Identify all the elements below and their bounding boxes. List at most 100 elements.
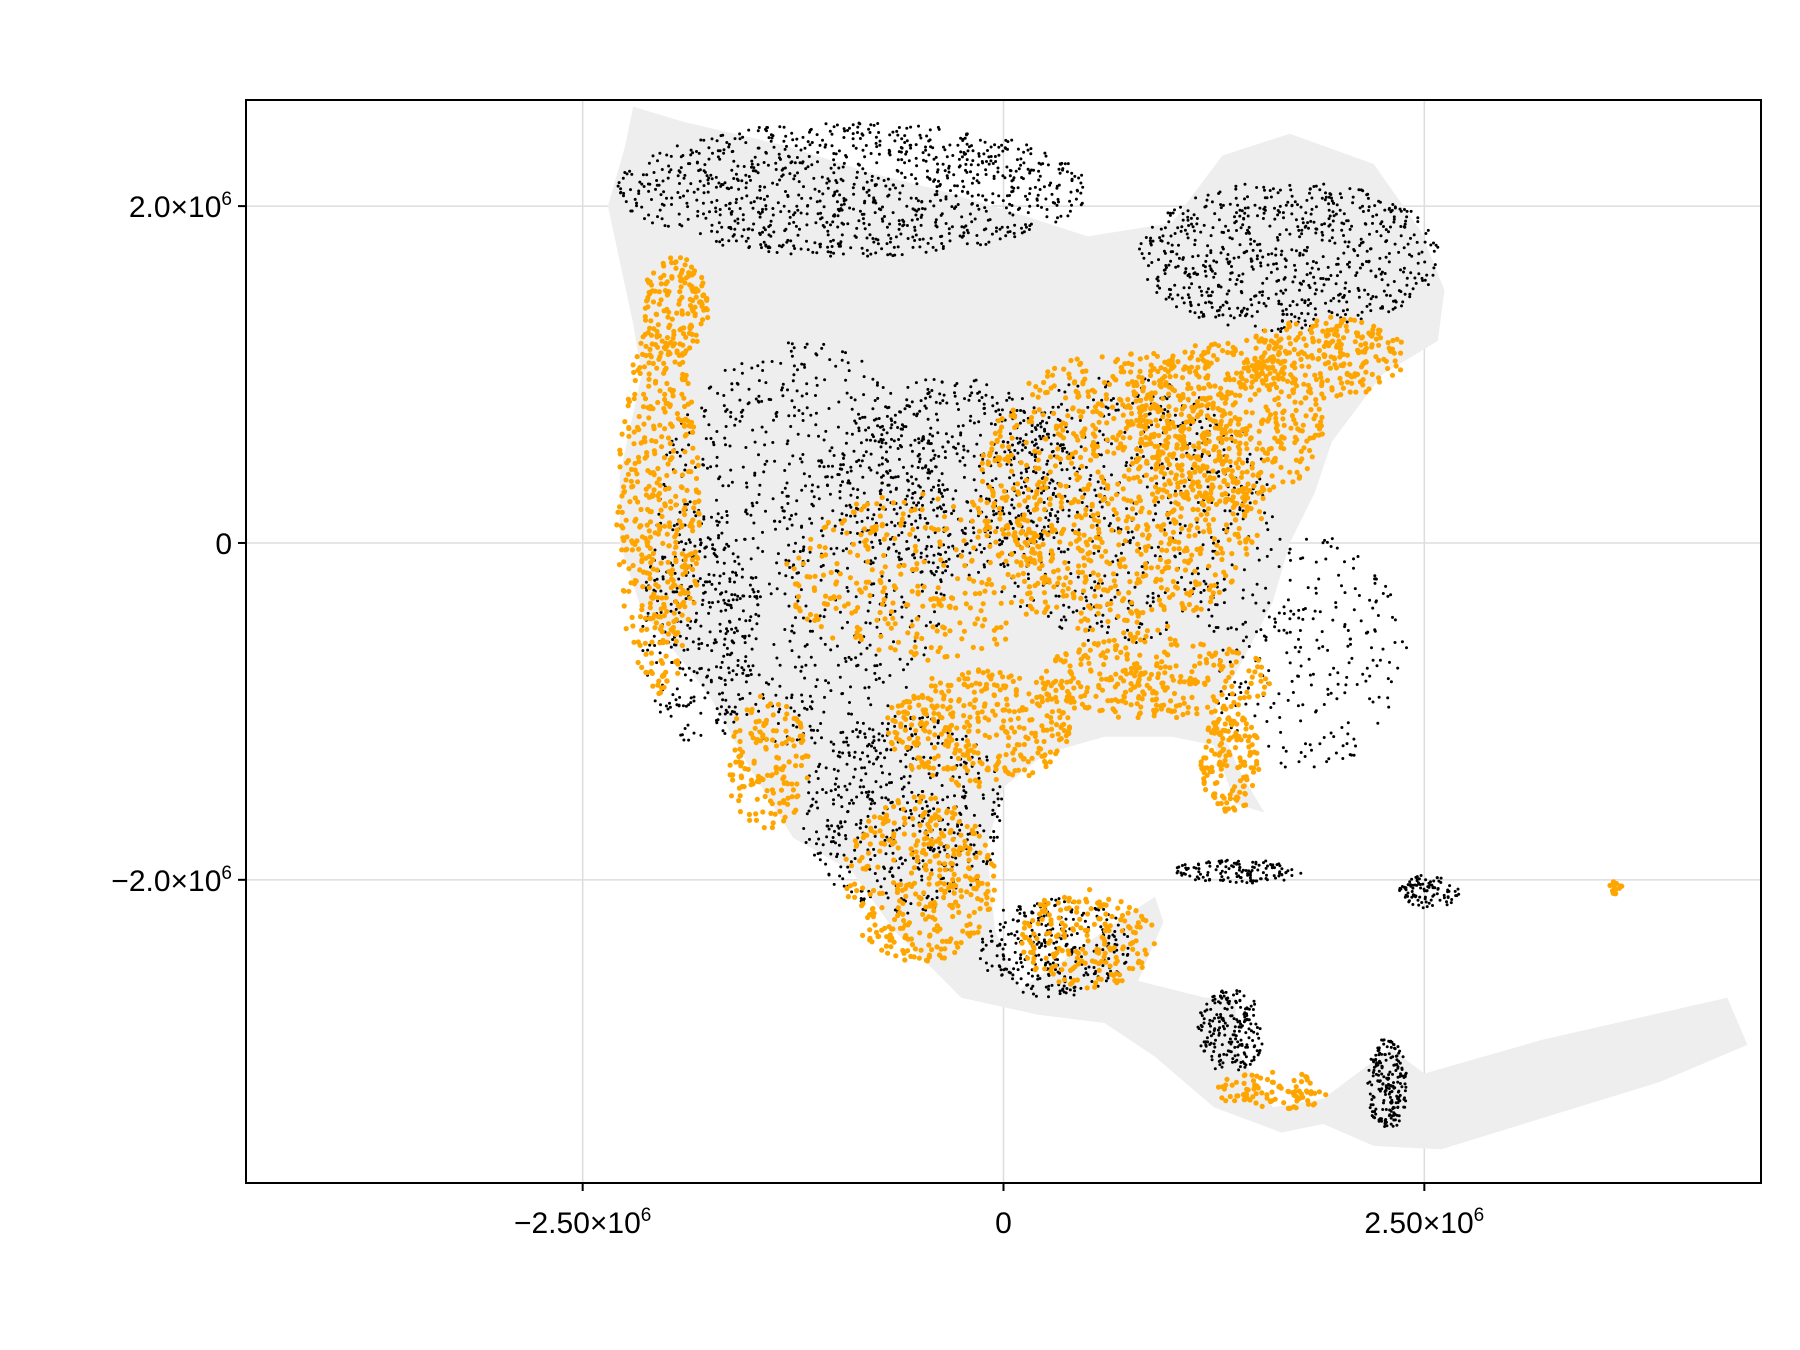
black-point (1244, 1055, 1248, 1059)
black-point (934, 155, 938, 159)
black-point (936, 431, 940, 435)
black-point (929, 756, 933, 760)
black-point (887, 151, 891, 155)
black-point (874, 749, 878, 753)
black-point (1436, 887, 1440, 890)
black-point (1166, 516, 1170, 520)
black-point (1380, 1119, 1384, 1123)
black-point (893, 609, 897, 613)
black-point (1261, 290, 1265, 294)
black-point (669, 168, 673, 172)
black-point (856, 507, 860, 511)
black-point (861, 721, 865, 725)
black-point (848, 503, 852, 507)
black-point (1298, 288, 1301, 292)
black-point (984, 168, 988, 172)
black-point (1293, 263, 1296, 267)
black-point (891, 211, 895, 215)
black-point (822, 710, 826, 714)
black-point (1247, 231, 1251, 235)
black-point (927, 772, 931, 776)
black-point (795, 738, 799, 742)
black-point (989, 835, 993, 839)
black-point (1279, 302, 1283, 306)
black-point (893, 253, 897, 257)
black-point (900, 137, 904, 141)
black-point (785, 696, 789, 700)
black-point (851, 186, 855, 190)
black-point (996, 792, 1000, 796)
black-point (1013, 235, 1017, 239)
black-point (942, 393, 946, 397)
black-point (832, 552, 836, 556)
black-point (935, 771, 939, 775)
black-point (757, 709, 761, 713)
black-point (934, 218, 938, 222)
black-point (1012, 473, 1016, 477)
black-point (731, 570, 735, 574)
black-point (1192, 213, 1196, 217)
black-point (710, 649, 714, 653)
black-point (1054, 514, 1058, 518)
black-point (826, 818, 830, 822)
black-point (1209, 294, 1213, 298)
black-point (854, 421, 858, 425)
black-point (1225, 301, 1229, 305)
black-point (764, 430, 768, 434)
black-point (1384, 255, 1388, 259)
black-point (889, 801, 893, 805)
black-point (715, 139, 719, 143)
black-point (786, 238, 790, 242)
black-point (1305, 273, 1309, 277)
black-point (984, 198, 987, 202)
black-point (820, 736, 823, 740)
black-point (1207, 294, 1211, 298)
black-point (1000, 973, 1004, 977)
black-point (772, 145, 776, 149)
black-point (910, 522, 914, 526)
black-point (828, 492, 832, 496)
black-point (1321, 255, 1325, 259)
black-point (1249, 237, 1253, 241)
black-point (872, 513, 876, 517)
black-point (637, 189, 641, 193)
black-point (902, 668, 905, 672)
black-point (1183, 588, 1187, 591)
black-point (1193, 243, 1197, 247)
black-point (856, 532, 859, 535)
black-point (785, 527, 789, 531)
black-point (829, 689, 833, 693)
black-point (1012, 457, 1016, 461)
black-point (1208, 424, 1212, 428)
black-point (696, 187, 700, 191)
black-point (1432, 879, 1436, 883)
black-point (787, 222, 791, 226)
black-point (886, 722, 890, 726)
black-point (856, 131, 859, 134)
black-point (1141, 571, 1145, 575)
black-point (1256, 214, 1259, 218)
black-point (867, 466, 871, 470)
black-point (903, 858, 907, 862)
black-point (689, 148, 693, 152)
black-point (1066, 499, 1069, 503)
black-point (872, 198, 876, 202)
black-point (956, 203, 960, 206)
black-point (860, 459, 864, 463)
black-point (954, 844, 958, 848)
black-point (1037, 933, 1041, 937)
black-point (906, 385, 910, 389)
black-point (1396, 1105, 1400, 1109)
black-point (840, 825, 844, 829)
black-point (969, 163, 973, 167)
black-point (750, 162, 754, 166)
black-point (1402, 266, 1406, 270)
black-point (1141, 455, 1145, 458)
black-point (977, 181, 981, 185)
black-point (853, 398, 857, 402)
black-point (1244, 1031, 1248, 1035)
black-point (719, 677, 723, 680)
black-point (849, 493, 853, 497)
black-point (1243, 1052, 1247, 1056)
black-point (723, 181, 727, 185)
